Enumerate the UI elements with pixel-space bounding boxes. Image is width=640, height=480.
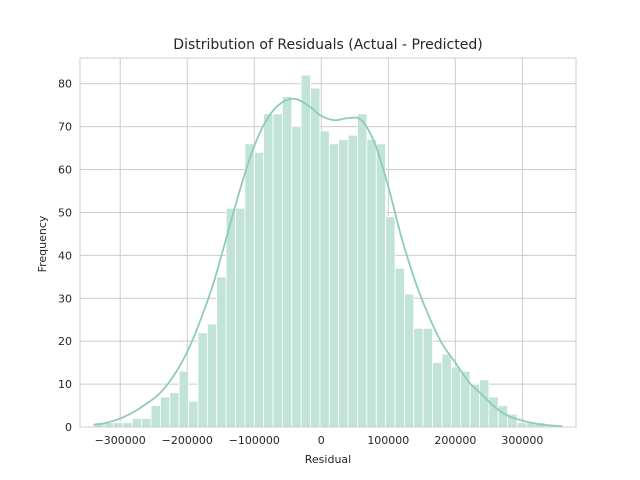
histogram-bar — [235, 207, 246, 428]
chart-title: Distribution of Residuals (Actual - Pred… — [173, 37, 482, 53]
histogram-bar — [300, 74, 311, 428]
histogram-bar — [479, 379, 490, 428]
histogram-bar — [244, 143, 255, 428]
histogram-bar — [338, 139, 349, 428]
y-tick-label: 0 — [65, 421, 72, 434]
histogram-bar — [272, 113, 283, 428]
histogram-bar — [197, 332, 208, 428]
y-tick-label: 10 — [58, 378, 72, 391]
histogram-bar — [422, 327, 433, 428]
histogram-bar — [413, 327, 424, 428]
histogram-bar — [347, 134, 358, 428]
histogram-bar — [188, 400, 199, 428]
plot-frame — [79, 57, 577, 428]
histogram-bar — [488, 396, 499, 428]
histogram-bar — [122, 422, 133, 428]
histogram-bar — [160, 396, 171, 428]
histogram-bar — [225, 207, 236, 428]
histogram-bar — [375, 143, 387, 428]
x-axis-label: Residual — [305, 453, 351, 466]
histogram-bar — [150, 405, 161, 428]
x-tick-label: 100000 — [367, 434, 409, 447]
histogram-bar — [310, 87, 321, 428]
histogram-bars — [94, 74, 546, 428]
histogram-bar — [404, 293, 415, 428]
histogram-bar — [394, 267, 405, 428]
y-tick-label: 60 — [58, 164, 72, 177]
histogram-bar — [113, 422, 124, 428]
histogram-bar — [253, 151, 265, 428]
x-tick-label: 0 — [318, 434, 325, 447]
y-tick-label: 20 — [58, 335, 72, 348]
histogram-bar — [282, 96, 293, 428]
histogram-bar — [216, 276, 227, 428]
histogram-bar — [263, 113, 274, 428]
y-tick-label: 40 — [58, 249, 72, 262]
histogram-bar — [450, 366, 462, 428]
histogram-bar — [366, 139, 377, 428]
x-tick-label: −300000 — [95, 434, 146, 447]
y-tick-label: 50 — [58, 206, 72, 219]
histogram-bar — [497, 405, 509, 428]
histogram-bar — [385, 216, 396, 428]
x-tick-label: −200000 — [162, 434, 213, 447]
y-axis-label: Frequency — [36, 215, 49, 272]
histogram-bar — [319, 130, 330, 428]
y-tick-label: 30 — [58, 292, 72, 305]
kde-curve — [93, 97, 563, 427]
histogram-bar — [357, 113, 368, 428]
x-tick-label: −100000 — [229, 434, 280, 447]
x-axis-ticks: −300000 −200000 −100000 0 100000 200000 300000 — [95, 434, 544, 447]
histogram-bar — [291, 126, 302, 428]
histogram-bar — [460, 370, 471, 428]
histogram-bar — [131, 418, 143, 428]
histogram-bar — [206, 323, 218, 428]
y-tick-label: 80 — [58, 78, 72, 91]
histogram-bar — [178, 370, 189, 428]
histogram-bar — [169, 392, 180, 428]
x-tick-label: 300000 — [501, 434, 543, 447]
y-tick-label: 70 — [58, 121, 72, 134]
x-tick-label: 200000 — [434, 434, 476, 447]
y-axis-ticks: 0 10 20 30 40 50 60 70 80 — [58, 78, 72, 434]
histogram-bar — [141, 418, 152, 428]
histogram-bar — [432, 362, 443, 428]
histogram-bar — [516, 422, 527, 428]
histogram-bar — [441, 353, 452, 428]
histogram-bar — [328, 143, 340, 428]
